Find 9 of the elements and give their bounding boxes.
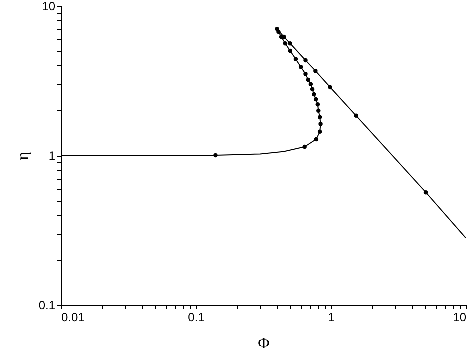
x-tick-label: 10 <box>453 310 467 324</box>
x-tick-label: 0.1 <box>188 310 206 324</box>
y-tick-label: 1 <box>48 149 56 163</box>
y-axis-title: η <box>14 152 32 160</box>
x-tick-label: 0.01 <box>62 310 86 324</box>
x-axis-title: Φ <box>258 336 270 352</box>
x-tick-label: 1 <box>328 310 336 324</box>
y-tick-label: 10 <box>42 0 56 14</box>
y-tick-label: 0.1 <box>38 298 56 312</box>
